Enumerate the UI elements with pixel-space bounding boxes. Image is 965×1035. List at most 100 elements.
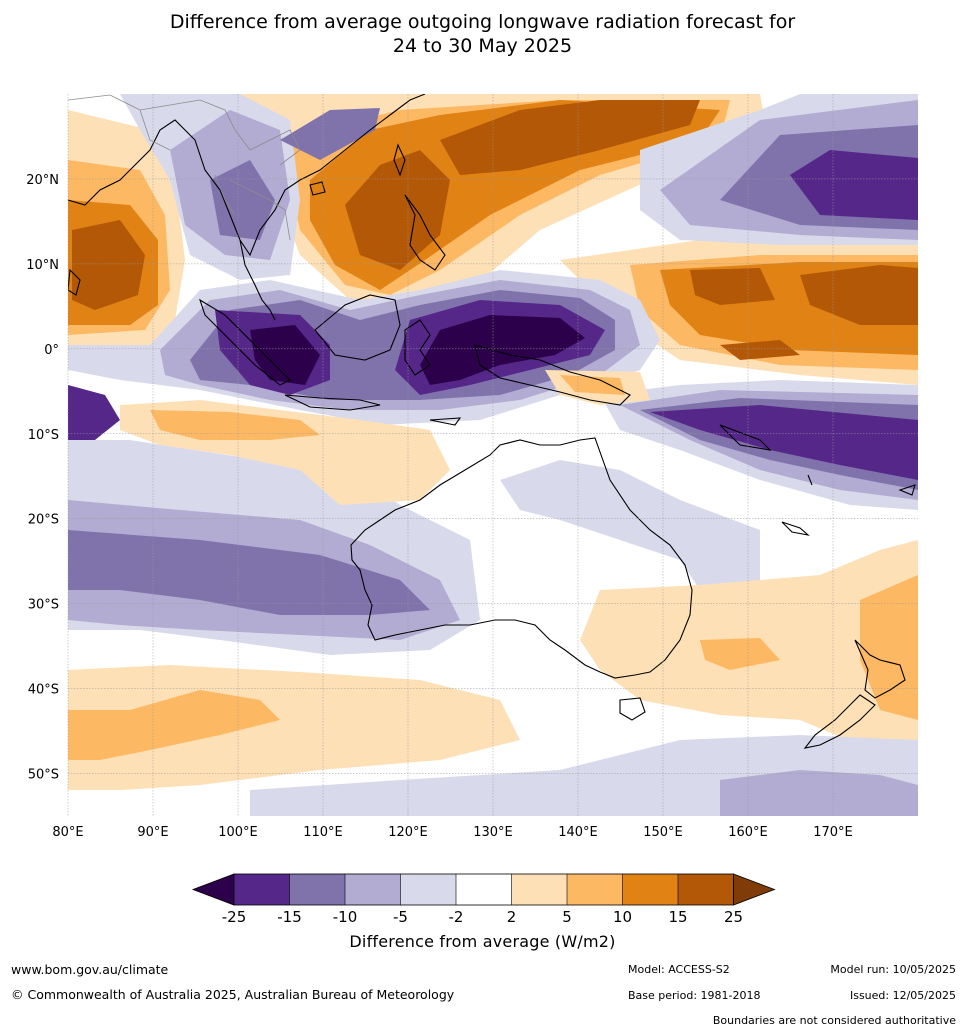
map-title-line-1: Difference from average outgoing longwav… — [169, 11, 796, 33]
anomaly-negative-15 — [790, 150, 918, 220]
colorbar-tick-label: 25 — [724, 908, 743, 926]
boundary-line — [214, 174, 236, 216]
longitude-tick-label: 150°E — [643, 825, 683, 840]
asia-mainland-coastline — [68, 94, 426, 257]
colorbar-outline — [233, 873, 734, 906]
anomaly-positive-25 — [720, 340, 800, 360]
colorbar-tick-label: 5 — [562, 908, 572, 926]
anomaly-negative-15 — [650, 405, 918, 480]
longitude-tick-label: 100°E — [218, 825, 258, 840]
anomaly-negative-2 — [500, 460, 760, 590]
latitude-tick-label: 0° — [44, 343, 59, 358]
vanuatu-coastline — [807, 474, 813, 486]
java-coastline — [284, 394, 381, 411]
anomaly-positive-10 — [860, 575, 918, 720]
longitude-tick-label: 160°E — [728, 825, 768, 840]
footer-disclaimer: Boundaries are not considered authoritat… — [712, 1014, 956, 1027]
footer-website[interactable]: www.bom.gov.au/climate — [11, 962, 169, 977]
anomaly-positive-25 — [72, 220, 145, 310]
colorbar-title: Difference from average (W/m2) — [349, 932, 616, 951]
latitude-tick-label: 20°S — [28, 513, 59, 528]
footer-copyright: © Commonwealth of Australia 2025, Austra… — [11, 987, 455, 1002]
sumatra-coastline — [199, 298, 291, 386]
longitude-tick-label: 140°E — [558, 825, 598, 840]
anomaly-positive-10 — [700, 638, 780, 670]
longitude-tick-label: 130°E — [473, 825, 513, 840]
colorbar-tick-label: 2 — [507, 908, 517, 926]
sulawesi-coastline — [404, 319, 431, 376]
australia-coastline — [350, 437, 693, 679]
taiwan-coastline — [393, 143, 406, 177]
colorbar-segment — [456, 874, 512, 905]
anomaly-negative-5 — [720, 770, 918, 816]
longitude-tick-label: 110°E — [303, 825, 343, 840]
anomaly-positive-25 — [690, 268, 775, 305]
new-zealand-north-island-coastline — [854, 639, 906, 699]
map-title-line-2: 24 to 30 May 2025 — [392, 35, 573, 57]
map-title: Difference from average outgoing longwav… — [0, 10, 965, 58]
graticule — [67, 94, 918, 816]
anomaly-negative-25 — [420, 315, 585, 385]
colorbar-segment — [345, 874, 401, 905]
borneo-coastline — [314, 294, 401, 361]
boundary-line — [68, 94, 301, 166]
anomaly-negative-10 — [68, 530, 430, 615]
latitude-tick-label: 20°N — [26, 173, 59, 188]
tasmania-coastline — [619, 697, 646, 721]
political-boundaries — [68, 94, 301, 241]
anomaly-negative-15 — [68, 385, 120, 440]
hainan-coastline — [309, 181, 326, 196]
colorbar-tick-label: -15 — [277, 908, 302, 926]
colorbar-tick-label: -10 — [333, 908, 358, 926]
colorbar-tick-label: -5 — [393, 908, 408, 926]
colorbar-extend-high — [733, 873, 776, 906]
sri-lanka-coastline — [68, 268, 81, 296]
latitude-tick-label: 10°N — [26, 258, 59, 273]
solomon-islands-coastline — [719, 424, 772, 451]
coastlines — [68, 94, 916, 749]
latitude-tick-label: 50°S — [28, 768, 59, 783]
latitude-tick-label: 30°S — [28, 598, 59, 613]
footer-base-period: Base period: 1981-2018 — [628, 989, 761, 1002]
new-zealand-south-island-coastline — [803, 694, 876, 749]
colorbar-tick-label: 15 — [668, 908, 687, 926]
colorbar-segment — [567, 874, 623, 905]
anomaly-negative-10 — [280, 108, 380, 160]
timor-coastline — [429, 417, 462, 426]
colorbar-segment — [622, 874, 678, 905]
colorbar-segment — [234, 874, 290, 905]
latitude-labels: 20°N 10°N 0° 10°S 20°S 30°S 40°S 50°S — [26, 173, 59, 783]
anomaly-positive-25 — [800, 265, 918, 325]
longitude-tick-label: 90°E — [137, 825, 168, 840]
colorbar-segment — [511, 874, 567, 905]
anomaly-negative-10 — [210, 160, 275, 240]
colorbar-extend-low — [191, 873, 235, 906]
longitude-labels: 80°E 90°E 100°E 110°E 120°E 130°E 140°E 150°E 16… — [52, 825, 852, 840]
footer-model: Model: ACCESS-S2 — [628, 963, 730, 976]
new-guinea-coastline — [474, 344, 631, 406]
anomaly-positive-10 — [150, 410, 320, 440]
colorbar-tick-label: -25 — [222, 908, 247, 926]
latitude-tick-label: 40°S — [28, 683, 59, 698]
anomaly-positive-10 — [68, 690, 280, 760]
colorbar: -25 -15 -10 -5 -2 2 5 10 15 25 — [191, 873, 776, 926]
anomaly-positive-10 — [560, 375, 625, 395]
colorbar-tick-label: 10 — [613, 908, 632, 926]
colorbar-segment — [678, 874, 734, 905]
boundary-line — [229, 179, 291, 241]
longitude-tick-label: 80°E — [52, 825, 83, 840]
latitude-tick-label: 10°S — [28, 428, 59, 443]
philippines-coastline — [404, 194, 446, 271]
anomaly-positive-25 — [440, 100, 700, 175]
colorbar-tick-label: -2 — [449, 908, 464, 926]
new-caledonia-coastline — [781, 521, 810, 536]
colorbar-segment — [400, 874, 456, 905]
malay-peninsula-coastline — [239, 239, 276, 321]
colorbar-segment — [289, 874, 345, 905]
anomaly-positive-25 — [345, 150, 450, 270]
longitude-tick-label: 170°E — [813, 825, 853, 840]
fiji-coastline — [898, 484, 916, 496]
footer-issued: Issued: 12/05/2025 — [849, 989, 956, 1002]
footer-model-run: Model run: 10/05/2025 — [830, 963, 956, 976]
